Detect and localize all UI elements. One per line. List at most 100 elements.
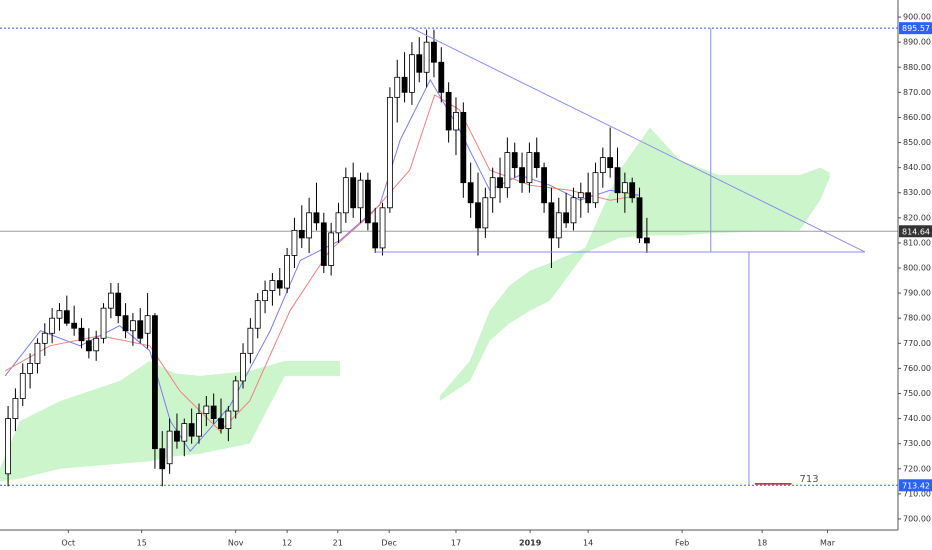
candle-body: [85, 340, 92, 352]
candle-body: [350, 177, 357, 209]
candle-body: [284, 255, 290, 289]
candle-body: [247, 327, 254, 354]
candle-body: [475, 202, 481, 229]
x-tick-label: Feb: [675, 539, 689, 548]
x-tick-label: 12: [282, 539, 292, 548]
y-tick-label: 730.00: [903, 439, 931, 448]
y-tick-label: 770.00: [903, 339, 931, 348]
y-tick-label: 830.00: [903, 188, 931, 197]
moving-average: [4, 78, 640, 453]
candle-body: [453, 112, 459, 131]
candle-body: [152, 315, 158, 450]
candle-body: [328, 232, 335, 266]
candle-body: [174, 430, 180, 442]
candle-body: [372, 222, 379, 249]
candle-body: [225, 410, 232, 430]
level-label: 713.42: [902, 481, 930, 490]
y-tick-label: 810.00: [903, 238, 931, 247]
x-tick-label: 15: [137, 539, 147, 548]
candle-body: [511, 152, 518, 169]
candle-body: [599, 157, 606, 174]
candle-body: [313, 212, 320, 224]
candle-body: [63, 310, 70, 324]
level-label: 895.57: [902, 24, 930, 33]
y-tick-label: 760.00: [903, 364, 931, 373]
candle-body: [342, 177, 349, 214]
candle-body: [262, 290, 268, 302]
candle-body: [291, 229, 298, 256]
level-label: 814.64: [902, 227, 930, 236]
y-tick-label: 890.00: [903, 38, 931, 47]
candle-body: [401, 76, 408, 93]
x-tick-label: 18: [757, 539, 767, 548]
y-tick-label: 820.00: [903, 213, 931, 222]
candle-body: [621, 182, 628, 194]
candle-body: [526, 152, 533, 184]
candle-body: [629, 182, 636, 199]
candle-body: [592, 172, 599, 204]
candle-body: [364, 179, 371, 224]
candle-body: [298, 229, 305, 239]
candle-body: [306, 212, 313, 239]
candle-body: [563, 212, 570, 224]
candle-body: [555, 212, 562, 239]
y-tick-label: 880.00: [903, 63, 931, 72]
candle-body: [27, 362, 34, 374]
target-label: 713: [800, 474, 819, 485]
level-label-bg: [899, 225, 932, 238]
moving-average: [4, 94, 640, 432]
y-tick-label: 780.00: [903, 314, 931, 323]
candle-body: [34, 342, 41, 364]
candle-body: [577, 192, 584, 199]
level-label-bg: [899, 479, 932, 492]
x-tick-label: 2019: [519, 539, 542, 548]
candle-body: [431, 41, 437, 63]
x-tick-label: 17: [451, 539, 461, 548]
candle-body: [19, 373, 26, 399]
candle-body: [188, 423, 195, 437]
candle-body: [196, 413, 202, 437]
candle-body: [504, 152, 511, 189]
candle-body: [100, 307, 107, 339]
candle-body: [379, 207, 386, 249]
candle-body: [541, 167, 547, 204]
candle-body: [159, 448, 166, 470]
y-tick-label: 900.00: [903, 13, 931, 22]
candle-body: [416, 54, 423, 73]
candle-body: [643, 237, 650, 244]
candle-body: [107, 292, 114, 309]
y-tick-label: 860.00: [903, 113, 931, 122]
candle-body: [489, 177, 496, 199]
candle-body: [5, 418, 11, 475]
x-tick-label: Dec: [381, 539, 396, 548]
candle-body: [320, 222, 327, 266]
candle-body: [497, 177, 503, 189]
candle-body: [460, 112, 467, 184]
x-tick-label: 21: [333, 539, 343, 548]
candle-body: [467, 182, 474, 204]
candle-body: [335, 212, 342, 234]
y-tick-label: 790.00: [903, 289, 931, 298]
candle-body: [232, 380, 239, 412]
candle-body: [12, 398, 19, 419]
x-tick-label: Nov: [228, 539, 244, 548]
candle-body: [585, 192, 592, 204]
candle-body: [181, 423, 188, 442]
x-tick-label: Oct: [61, 539, 75, 548]
level-label-bg: [899, 22, 932, 35]
y-tick-label: 710.00: [903, 489, 931, 498]
y-tick-label: 850.00: [903, 138, 931, 147]
candle-body: [218, 418, 224, 430]
candle-body: [482, 197, 489, 229]
candle-body: [78, 327, 85, 342]
candle-body: [115, 292, 122, 317]
candle-body: [93, 337, 100, 352]
y-tick-label: 750.00: [903, 389, 931, 398]
candle-body: [533, 152, 540, 169]
y-tick-label: 840.00: [903, 163, 931, 172]
candle-body: [548, 202, 555, 239]
candle-body: [56, 310, 63, 319]
candle-body: [130, 320, 136, 332]
candle-body: [636, 197, 643, 239]
y-tick-label: 870.00: [903, 88, 931, 97]
